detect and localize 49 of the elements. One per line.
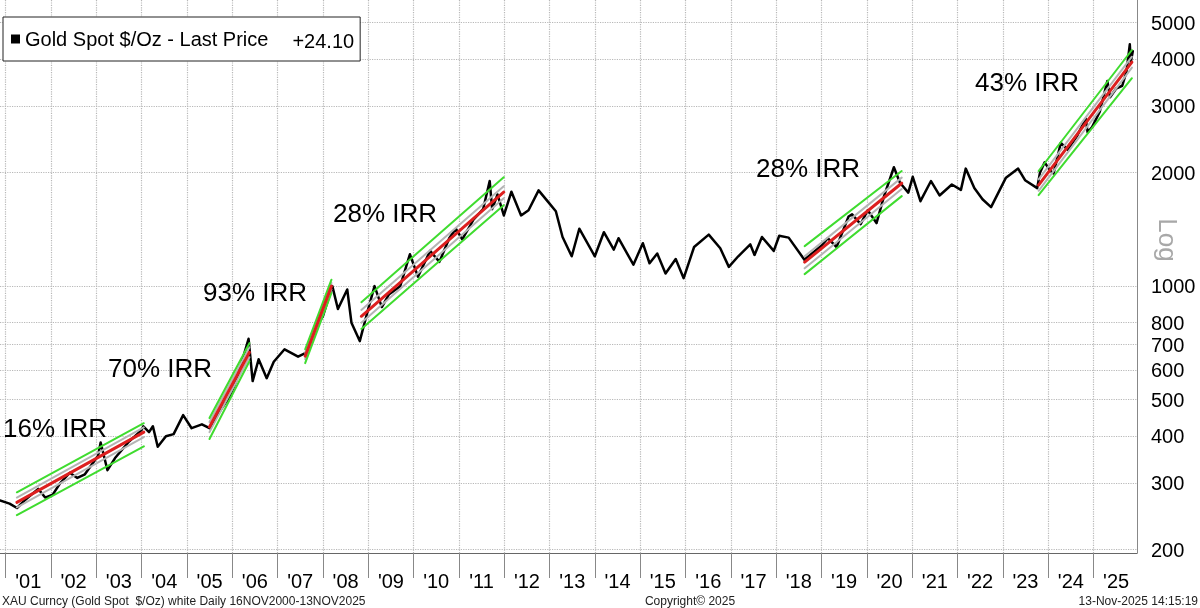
text: Copyright© 2025 xyxy=(644,594,736,608)
y-tick-label: 400 xyxy=(1151,425,1185,448)
x-tick-label: '16 xyxy=(695,570,722,592)
x-tick-label: '18 xyxy=(785,570,812,592)
annotation: 28% IRR xyxy=(332,198,438,228)
annotation: 70% IRR xyxy=(107,353,213,383)
x-tick-label: '06 xyxy=(241,570,268,592)
x-tick-label: '07 xyxy=(287,570,314,592)
y-tick-label: 600 xyxy=(1151,358,1185,381)
text: Log xyxy=(1153,218,1183,262)
x-tick-label: '15 xyxy=(649,570,676,592)
annotation: 28% IRR xyxy=(755,153,861,183)
text: XAU Curncy (Gold Spot $/Oz) white Daily 16NOV2000-13NOV2025 xyxy=(2,594,366,608)
x-tick-label: '02 xyxy=(60,570,87,592)
x-tick-label: '04 xyxy=(151,570,178,592)
x-tick-label: '17 xyxy=(740,570,767,592)
x-tick-label: '13 xyxy=(559,570,586,592)
x-tick-label: '22 xyxy=(967,570,994,592)
legend-label: Gold Spot $/Oz - Last Price xyxy=(25,28,269,50)
x-tick-label: '20 xyxy=(876,570,903,592)
x-tick-label: '21 xyxy=(921,570,948,592)
x-tick-label: '19 xyxy=(831,570,858,592)
annotation: 43% IRR xyxy=(974,67,1080,97)
y-tick-label: 1000 xyxy=(1151,275,1196,298)
x-tick-label: '12 xyxy=(513,570,540,592)
y-tick-label: 700 xyxy=(1151,333,1185,356)
y-tick-label: 200 xyxy=(1151,538,1185,561)
y-tick-label: 4000 xyxy=(1151,48,1196,71)
x-tick-label: '05 xyxy=(196,570,223,592)
text: 13-Nov-2025 14:15:19 xyxy=(1078,594,1199,608)
x-tick-label: '08 xyxy=(332,570,359,592)
x-tick-label: '14 xyxy=(604,570,631,592)
y-tick-label: 300 xyxy=(1151,472,1185,495)
annotation: +24.10 xyxy=(292,30,355,52)
x-tick-label: '11 xyxy=(469,570,494,592)
x-tick-label: '25 xyxy=(1103,570,1130,592)
annotation: 93% IRR xyxy=(202,277,308,307)
x-tick-label: '01 xyxy=(15,570,42,592)
x-tick-label: '03 xyxy=(105,570,132,592)
x-tick-label: '09 xyxy=(377,570,404,592)
y-tick-label: 5000 xyxy=(1151,11,1196,34)
annotation: 16% IRR xyxy=(2,413,108,443)
x-tick-label: '24 xyxy=(1057,570,1084,592)
y-tick-label: 500 xyxy=(1151,388,1185,411)
y-tick-label: 3000 xyxy=(1151,95,1196,118)
y-tick-label: 2000 xyxy=(1151,161,1196,184)
x-tick-label: '10 xyxy=(423,570,450,592)
y-tick-label: 800 xyxy=(1151,311,1185,334)
x-tick-label: '23 xyxy=(1012,570,1039,592)
